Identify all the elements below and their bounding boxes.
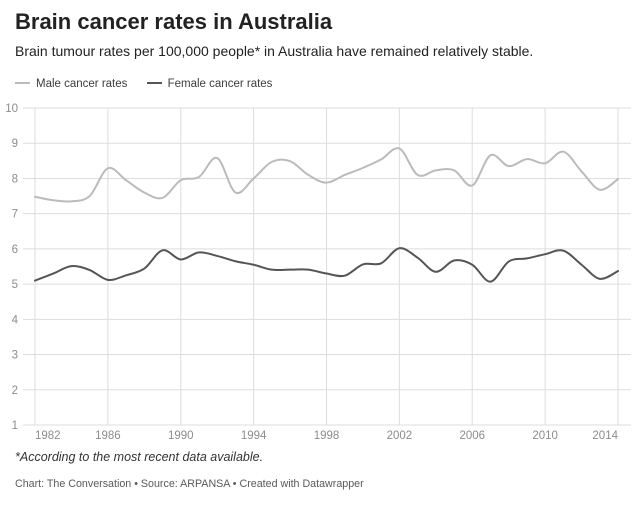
- svg-text:1982: 1982: [35, 430, 61, 442]
- svg-text:2014: 2014: [592, 430, 618, 442]
- svg-text:1990: 1990: [168, 430, 194, 442]
- svg-text:2006: 2006: [459, 430, 485, 442]
- svg-text:8: 8: [12, 173, 18, 185]
- svg-text:1986: 1986: [95, 430, 121, 442]
- svg-text:5: 5: [12, 279, 18, 291]
- svg-text:7: 7: [12, 209, 18, 221]
- svg-text:2002: 2002: [387, 430, 413, 442]
- svg-text:2010: 2010: [532, 430, 558, 442]
- svg-text:2: 2: [12, 385, 18, 397]
- svg-text:10: 10: [5, 103, 18, 115]
- svg-text:1998: 1998: [314, 430, 340, 442]
- svg-text:3: 3: [12, 350, 18, 362]
- svg-text:4: 4: [12, 314, 19, 326]
- svg-text:9: 9: [12, 138, 18, 150]
- svg-text:1: 1: [12, 420, 18, 432]
- svg-text:6: 6: [12, 244, 18, 256]
- svg-text:1994: 1994: [241, 430, 267, 442]
